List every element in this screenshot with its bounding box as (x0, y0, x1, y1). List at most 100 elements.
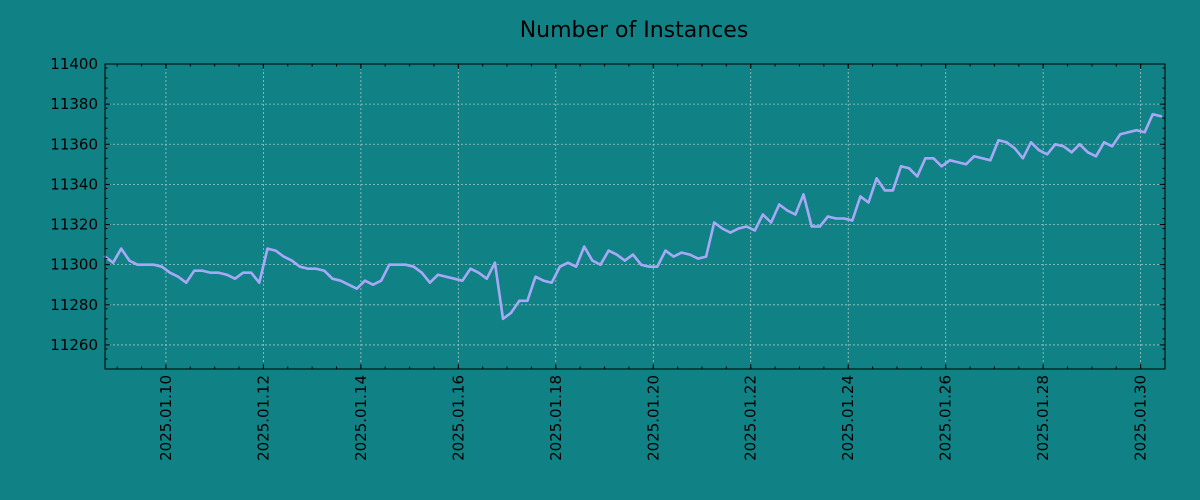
data-point (1135, 129, 1138, 132)
data-point (444, 275, 448, 278)
y-tick-label: 11260 (50, 336, 98, 354)
data-point (1037, 149, 1041, 152)
data-point (680, 251, 683, 254)
data-point (664, 249, 667, 252)
data-point (615, 253, 618, 256)
data-point (209, 271, 212, 274)
plot-frame (104, 63, 1166, 370)
data-point (485, 277, 488, 280)
data-point (737, 227, 740, 230)
data-point (1070, 151, 1073, 154)
data-point (932, 157, 935, 160)
data-point (331, 277, 334, 280)
data-point (1062, 145, 1065, 148)
data-point (282, 255, 285, 258)
data-point (428, 281, 432, 284)
data-point (899, 165, 903, 168)
data-point (176, 275, 180, 278)
data-point (916, 175, 919, 178)
data-point (948, 159, 951, 162)
data-point (810, 225, 813, 228)
x-tick-label: 2025.01.28 (1034, 375, 1052, 461)
data-point (347, 283, 350, 286)
x-tick-label: 2025.01.12 (254, 375, 272, 461)
data-point (997, 139, 1000, 142)
data-point (152, 263, 155, 266)
data-point (225, 273, 229, 276)
data-point (924, 157, 927, 160)
data-point (867, 201, 870, 204)
data-point (883, 189, 886, 192)
data-point (753, 229, 757, 232)
data-point (298, 265, 302, 268)
data-point (656, 265, 659, 268)
axes: 11260 11280 11300 11320 11340 11360 11380 11400… (50, 55, 1166, 461)
data-point (940, 165, 943, 168)
data-point (250, 271, 253, 274)
y-tick-label: 11360 (50, 135, 98, 153)
data-point (111, 261, 115, 264)
y-tick-label: 11300 (50, 256, 98, 274)
data-point (168, 271, 172, 274)
data-point (745, 225, 748, 228)
data-point (648, 265, 651, 268)
data-point (989, 159, 992, 162)
data-point (1094, 155, 1098, 158)
data-point (185, 281, 188, 284)
data-point (201, 269, 204, 272)
data-point (818, 225, 821, 228)
data-point (526, 299, 529, 302)
data-point (509, 311, 513, 315)
chart-title: Number of Instances (520, 18, 749, 43)
data-point (266, 247, 269, 250)
data-point (550, 281, 553, 284)
data-point (217, 271, 220, 274)
data-point (688, 253, 692, 256)
data-point (120, 247, 123, 250)
data-point (1029, 141, 1033, 144)
x-tick-label: 2025.01.14 (352, 375, 370, 461)
data-point (493, 261, 497, 264)
data-point (851, 219, 854, 222)
data-point (1102, 141, 1106, 144)
data-point (542, 279, 545, 282)
data-point (623, 259, 627, 262)
y-tick-label: 11320 (50, 216, 98, 234)
data-point (721, 227, 724, 230)
data-point (355, 287, 359, 290)
data-point (891, 189, 895, 192)
data-point (128, 259, 131, 262)
data-point (1046, 153, 1049, 156)
data-point (631, 253, 635, 256)
data-point (769, 221, 773, 224)
x-tick-label: 2025.01.26 (937, 375, 955, 461)
data-point (875, 177, 878, 180)
data-point (1021, 157, 1025, 160)
x-tick-label: 2025.01.16 (449, 375, 467, 461)
data-point (323, 269, 326, 272)
data-point (534, 275, 537, 278)
data-point (339, 279, 342, 282)
data-point (1013, 147, 1016, 150)
data-point (469, 267, 472, 270)
data-point (501, 317, 505, 321)
data-point (558, 265, 562, 268)
data-point (371, 283, 375, 286)
data-point (160, 265, 164, 268)
data-point (607, 249, 610, 252)
data-point (1005, 141, 1008, 144)
data-point (1143, 131, 1146, 134)
data-point (729, 231, 732, 234)
data-point (696, 257, 700, 260)
x-tick-label: 2025.01.10 (157, 375, 175, 461)
data-point (1086, 151, 1090, 154)
data-point (241, 271, 245, 274)
data-point (907, 167, 911, 170)
data-point (794, 213, 797, 216)
data-point (859, 195, 862, 198)
data-point (834, 217, 838, 220)
data-point (477, 271, 480, 274)
y-tick-label: 11380 (50, 95, 98, 113)
data-point (574, 265, 578, 268)
